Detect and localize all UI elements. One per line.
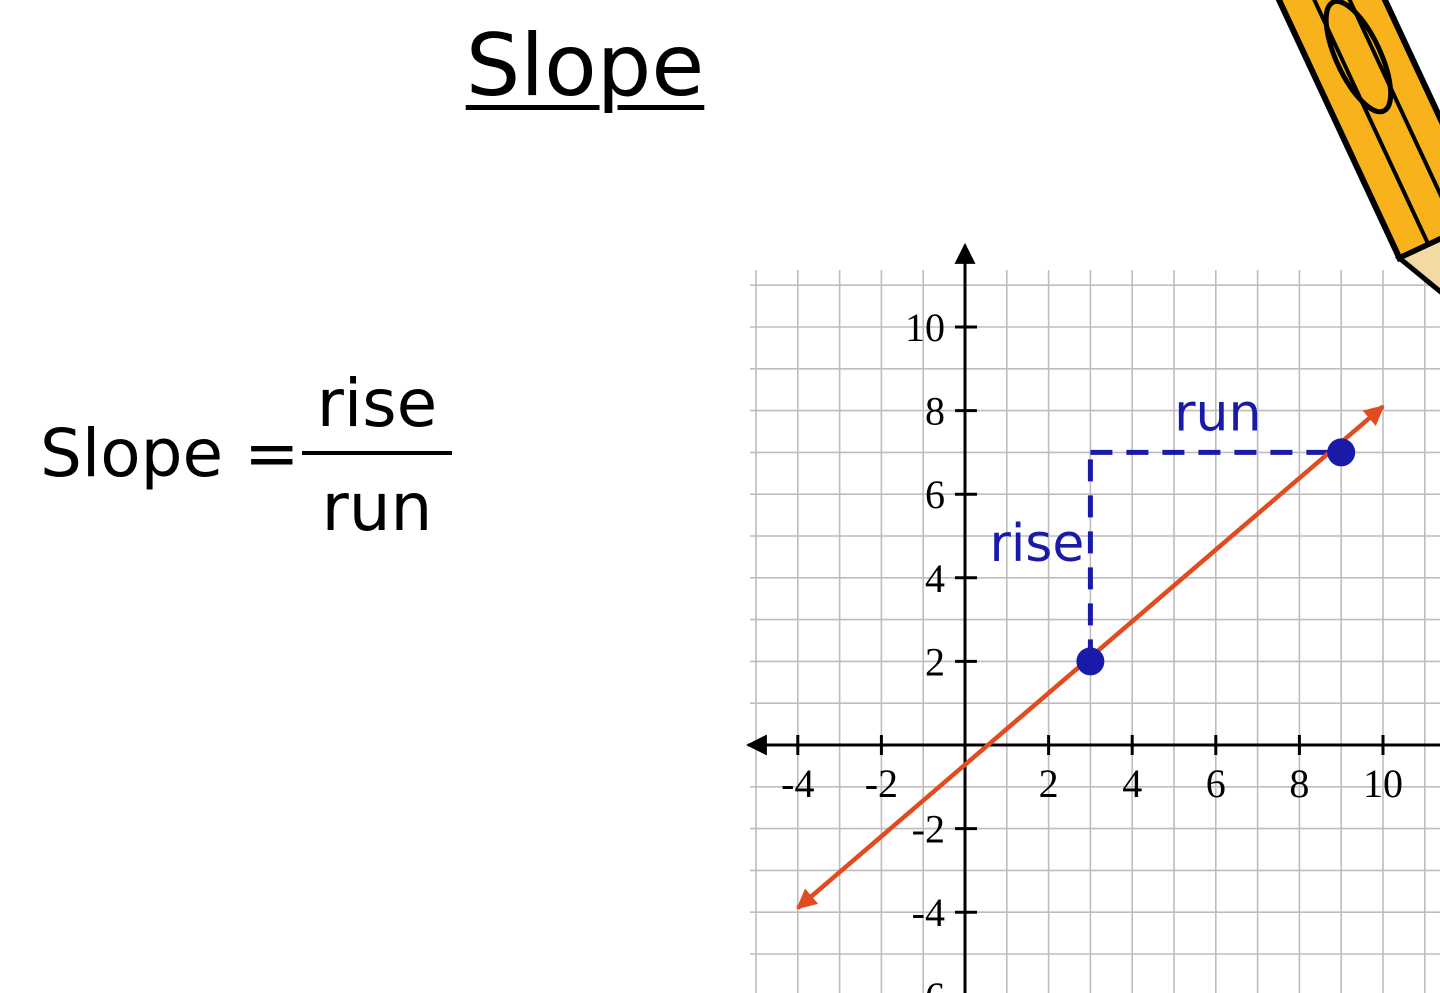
rise-label: rise [989,514,1084,574]
y-tick-label: 4 [925,556,945,601]
data-point [1327,438,1356,467]
page-title: Slope [465,16,705,116]
fraction-bar [302,451,452,455]
y-tick-label: -4 [912,890,945,935]
x-tick-label: -4 [781,761,814,806]
y-tick-label: 8 [925,389,945,434]
y-tick-label: 6 [925,472,945,517]
run-label: run [1174,383,1261,443]
y-tick-label: -2 [912,807,945,852]
y-tick-label: 2 [925,639,945,684]
data-points [1076,438,1356,676]
x-tick-label: 6 [1206,761,1226,806]
x-tick-label: 2 [1039,761,1059,806]
x-tick-label: 8 [1289,761,1309,806]
data-point [1076,647,1105,676]
y-tick-label: 10 [905,305,945,350]
y-tick-label: -6 [912,974,945,993]
rise-run-annotations: rise run [989,383,1342,662]
axes [745,242,1440,993]
grid-lines [750,270,1440,993]
fraction-denominator: run [321,469,433,546]
series-line [796,404,1385,910]
x-tick-label: 10 [1363,761,1403,806]
x-tick-label: 4 [1122,761,1142,806]
series-lines [796,404,1385,910]
formula-lhs: Slope = [40,415,300,492]
axis-ticks: -4 -2 2 4 6 8 10 10 8 6 4 2 -2 -4 -6 [781,305,1403,993]
x-tick-label: -2 [865,761,898,806]
fraction-numerator: rise [316,365,438,442]
